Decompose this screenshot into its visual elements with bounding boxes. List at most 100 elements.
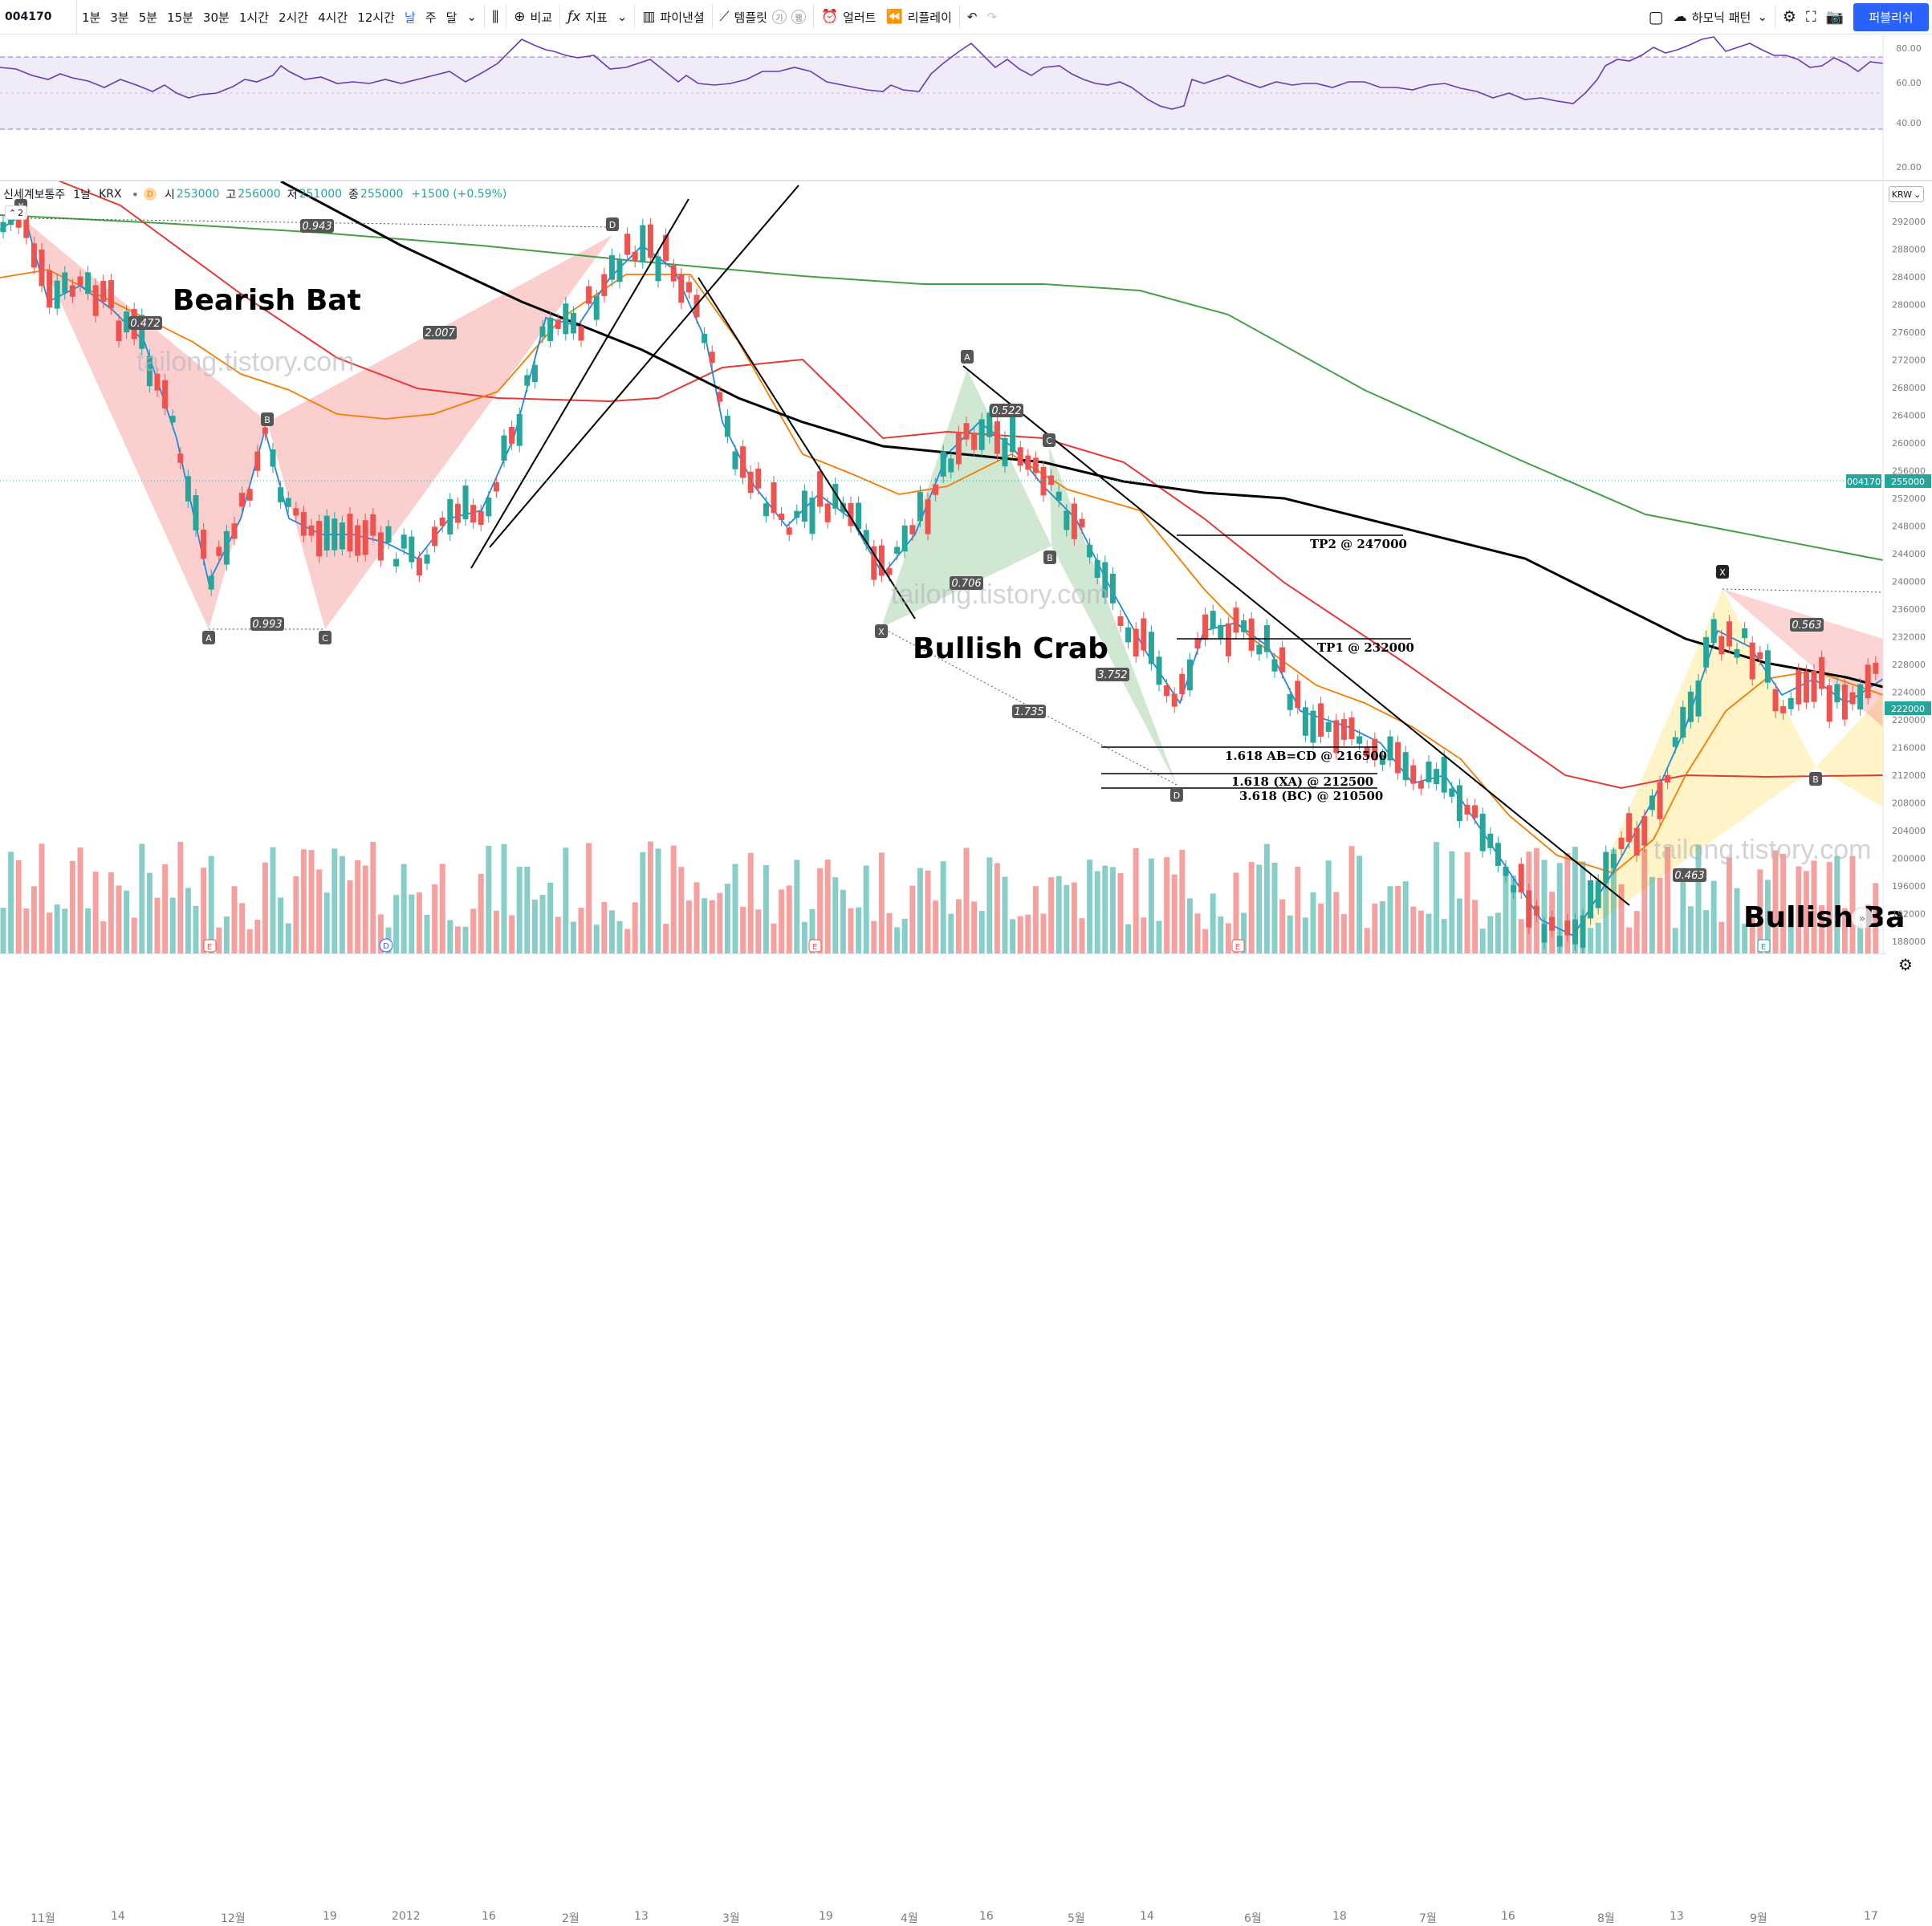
earnings-marker[interactable]: E: [808, 939, 822, 953]
compare-label: 비교: [530, 10, 553, 25]
candle-body: [139, 315, 145, 349]
time-label: 7월: [1419, 1912, 1437, 1925]
volume-bar: [1464, 851, 1470, 953]
snapshot-button[interactable]: 📷: [1821, 0, 1849, 35]
market-status-badge[interactable]: D: [144, 188, 157, 201]
volume-bar: [201, 868, 207, 953]
volume-bar: [39, 843, 45, 953]
candle-body: [1595, 880, 1601, 908]
volume-bar: [1156, 920, 1162, 953]
interval-week[interactable]: 주: [425, 10, 437, 25]
volume-bar: [1618, 884, 1625, 953]
ma-black-line: [280, 181, 1884, 689]
publish-button[interactable]: 퍼블리쉬: [1853, 3, 1929, 31]
open-value: 253000: [176, 188, 220, 201]
volume-bar: [47, 912, 53, 953]
indicators-button[interactable]: ƒx 지표 ⌄: [563, 0, 632, 35]
volume-bar: [1695, 844, 1702, 953]
compare-button[interactable]: ⊕ 비교: [509, 0, 557, 35]
svg-text:3.752: 3.752: [1097, 669, 1127, 681]
redo-button[interactable]: ↷: [982, 0, 1002, 35]
volume-bar: [1372, 903, 1378, 953]
trend-line[interactable]: [489, 185, 799, 548]
volume-bar: [362, 865, 368, 953]
interval-15m[interactable]: 15분: [167, 10, 193, 25]
layout-button[interactable]: ▢: [1644, 0, 1669, 35]
volume-bar: [1241, 912, 1247, 953]
interval-1m[interactable]: 1분: [82, 10, 101, 25]
earnings-marker[interactable]: E: [1231, 939, 1245, 953]
interval-2h[interactable]: 2시간: [278, 10, 309, 25]
candle-body: [1333, 720, 1340, 754]
interval-3m[interactable]: 3분: [110, 10, 129, 25]
price-axis[interactable]: 292000 288000 284000 280000 276000 272000 2680…: [1892, 217, 1926, 947]
price-axis-label: 248000: [1892, 522, 1926, 532]
candle-body: [1094, 559, 1100, 579]
more-icon[interactable]: •: [131, 186, 140, 202]
volume-bar: [262, 862, 268, 953]
earnings-marker[interactable]: E: [1757, 939, 1771, 953]
interval-5m[interactable]: 5분: [138, 10, 158, 25]
interval-day[interactable]: 날: [404, 10, 416, 25]
candle-body: [1125, 627, 1132, 643]
interval-30m[interactable]: 30분: [202, 10, 230, 25]
candle-body: [1680, 706, 1686, 738]
pill-icon: 기: [771, 10, 787, 24]
interval-month[interactable]: 달: [445, 10, 458, 25]
interval-4h[interactable]: 4시간: [318, 10, 348, 25]
candle-body: [1819, 656, 1825, 689]
volume-bar: [1387, 886, 1393, 953]
scroll-right-button[interactable]: »: [1851, 907, 1873, 929]
volume-bar: [416, 892, 422, 953]
candle-body: [909, 525, 916, 534]
volume-bar: [1141, 917, 1147, 953]
fullscreen-button[interactable]: ⛶: [1801, 0, 1821, 35]
price-axis-label: 216000: [1892, 743, 1926, 754]
gear-icon[interactable]: ⚙: [1898, 955, 1913, 974]
trend-line[interactable]: [698, 277, 916, 620]
volume-bar: [54, 904, 60, 953]
undo-button[interactable]: ↶: [962, 0, 982, 35]
volume-bar: [709, 900, 715, 953]
replay-button[interactable]: ⏪ 리플레이: [881, 0, 957, 35]
alert-button[interactable]: ⏰ 얼러트: [816, 0, 881, 35]
series-name[interactable]: 신세계보통주: [3, 189, 66, 201]
candle-body: [146, 356, 153, 387]
cloud-icon: ☁: [1673, 9, 1687, 25]
time-label: 2월: [562, 1912, 580, 1925]
currency-label: KRW: [1891, 189, 1913, 200]
trend-line[interactable]: [470, 198, 689, 569]
candle-body: [1588, 880, 1594, 919]
candle-body: [1156, 656, 1162, 685]
interval-12h[interactable]: 12시간: [357, 10, 395, 25]
svg-text:D: D: [609, 220, 616, 230]
templates-button[interactable]: ⟋ 템플릿 기 웹: [715, 0, 811, 35]
settings-button[interactable]: ⚙: [1778, 0, 1801, 35]
harmonic-pattern-button[interactable]: ☁ 하모닉 패턴 ⌄: [1669, 0, 1772, 35]
candle-body: [1641, 815, 1648, 846]
volume-bar: [193, 905, 199, 953]
svg-text:E: E: [207, 943, 212, 952]
pane-separator[interactable]: [0, 180, 1932, 181]
ma-blue-line: [0, 212, 1884, 937]
dividend-marker[interactable]: D: [379, 938, 393, 953]
rsi-axis-label: 40.00: [1896, 118, 1922, 128]
volume-bars: [0, 841, 1879, 953]
financials-button[interactable]: ▥ 파이낸셜: [637, 0, 709, 35]
trend-line[interactable]: [962, 365, 1630, 906]
time-axis[interactable]: 11월 14 12월 19 2012 16 2월 13 3월 19 4월 16 …: [0, 953, 1886, 1925]
chart-type-button[interactable]: ⫼: [487, 0, 503, 35]
price-chart[interactable]: tailong.tistory.com tailong.tistory.com …: [0, 181, 1932, 953]
earnings-marker[interactable]: E: [203, 939, 217, 953]
time-label: 3월: [722, 1912, 740, 1925]
interval-1h[interactable]: 1시간: [238, 10, 269, 25]
symbol-search[interactable]: 004170: [0, 0, 77, 35]
toolbar-divider: [958, 5, 960, 29]
volume-bar: [978, 911, 985, 953]
currency-selector[interactable]: KRW ⌄: [1889, 186, 1924, 202]
volume-bar: [316, 869, 323, 953]
legend-collapse-button[interactable]: ⌃ 2: [5, 205, 27, 220]
candle-body: [285, 498, 291, 507]
volume-bar: [1680, 868, 1686, 953]
interval-dropdown[interactable]: ⌄: [462, 0, 482, 35]
